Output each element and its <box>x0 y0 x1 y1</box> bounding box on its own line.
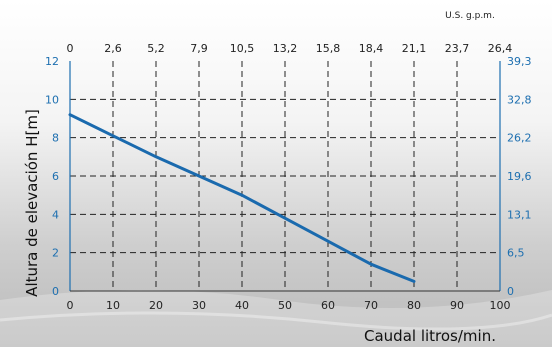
x-tick-label: 40 <box>235 299 249 312</box>
right-tick-label: 19,6 <box>507 170 532 183</box>
x-tick-label: 0 <box>67 299 74 312</box>
grid <box>70 61 500 291</box>
y-tick-label: 0 <box>52 285 59 298</box>
top-tick-label: 23,7 <box>445 42 470 55</box>
top-tick-label: 5,2 <box>147 42 165 55</box>
top-tick-label: 0 <box>67 42 74 55</box>
y-tick-label: 8 <box>52 132 59 145</box>
y-tick-label: 4 <box>52 208 59 221</box>
right-tick-label: 32,8 <box>507 93 532 106</box>
y-tick-label: 2 <box>52 247 59 260</box>
y-tick-label: 12 <box>45 55 59 68</box>
x-tick-label: 30 <box>192 299 206 312</box>
right-axis-ticks: 0 6,5 13,1 19,6 26,2 32,8 39,3 <box>507 55 532 298</box>
top-tick-label: 7,9 <box>190 42 208 55</box>
x-tick-label: 90 <box>450 299 464 312</box>
top-tick-label: 13,2 <box>273 42 298 55</box>
top-tick-label: 10,5 <box>230 42 255 55</box>
top-axis-unit: U.S. g.p.m. <box>445 11 495 21</box>
top-tick-label: 15,8 <box>316 42 341 55</box>
x-tick-label: 50 <box>278 299 292 312</box>
x-tick-label: 60 <box>321 299 335 312</box>
x-tick-label: 70 <box>364 299 378 312</box>
y-tick-label: 10 <box>45 93 59 106</box>
x-tick-label: 10 <box>106 299 120 312</box>
top-tick-label: 26,4 <box>488 42 513 55</box>
y-tick-label: 6 <box>52 170 59 183</box>
y-axis-ticks: 0 2 4 6 8 10 12 <box>45 55 59 298</box>
right-tick-label: 13,1 <box>507 208 532 221</box>
right-tick-label: 0 <box>507 285 514 298</box>
top-axis-ticks: 0 2,6 5,2 7,9 10,5 13,2 15,8 18,4 21,1 23,7 26,4 <box>67 42 513 55</box>
top-tick-label: 21,1 <box>402 42 427 55</box>
x-tick-label: 20 <box>149 299 163 312</box>
x-axis-ticks: 0 10 20 30 40 50 60 70 80 90 100 <box>67 299 511 312</box>
x-axis-label: Caudal litros/min. <box>364 327 496 345</box>
right-tick-label: 6,5 <box>507 247 525 260</box>
right-tick-label: 39,3 <box>507 55 532 68</box>
top-tick-label: 18,4 <box>359 42 384 55</box>
right-tick-label: 26,2 <box>507 132 532 145</box>
x-tick-label: 100 <box>490 299 511 312</box>
x-tick-label: 80 <box>407 299 421 312</box>
top-tick-label: 2,6 <box>104 42 122 55</box>
y-axis-label: Altura de elevación H[m] <box>23 109 41 297</box>
